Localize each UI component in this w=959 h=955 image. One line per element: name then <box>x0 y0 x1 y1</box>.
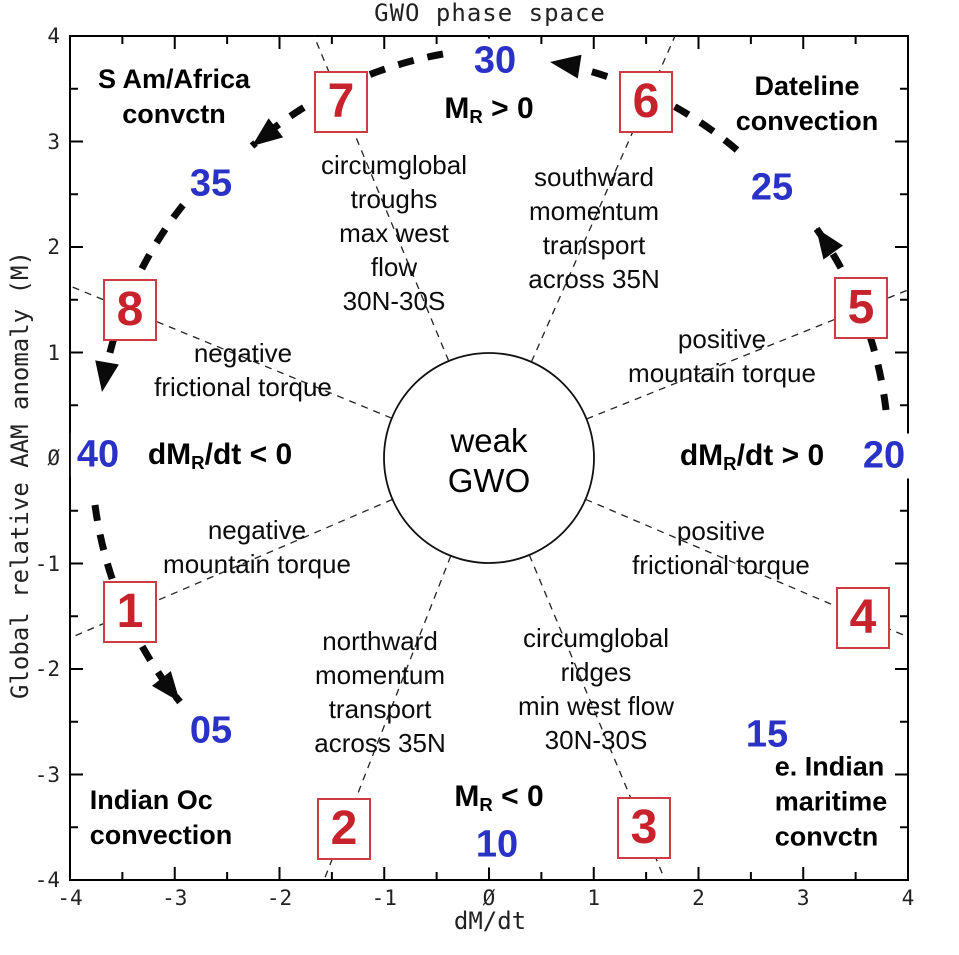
phase-box-5: 5 <box>834 277 888 339</box>
x-tick-label: Ø <box>482 886 496 910</box>
x-tick-label: -2 <box>266 886 293 910</box>
annotation-southward-momentum: southward momentum transport across 35N <box>528 162 660 294</box>
day-label-15: 15 <box>739 712 795 758</box>
label-mr-positive: MR > 0 <box>444 92 534 127</box>
phase-spokes <box>69 35 909 881</box>
day-label-30: 30 <box>467 38 523 84</box>
label-indian-oc-convection: Indian Oc convection <box>89 785 233 850</box>
cond-subscript: R <box>191 451 205 473</box>
phase-number: 7 <box>327 75 355 128</box>
arrow-icon <box>252 118 284 146</box>
orbit-arrowheads <box>95 54 844 702</box>
label-e-indian-maritime-convection: e. Indian maritime convctn <box>774 751 888 852</box>
y-tick-label: -1 <box>34 551 60 576</box>
y-tick-label: 3 <box>47 129 60 154</box>
cond-subscript: R <box>723 452 737 474</box>
cond-text: /dt < 0 <box>204 438 293 471</box>
phase-box-8: 8 <box>103 279 157 341</box>
y-tick-label: -2 <box>34 657 60 681</box>
day-label-25: 25 <box>744 165 800 211</box>
phase-number: 4 <box>849 591 877 644</box>
x-tick-label: 3 <box>796 886 810 910</box>
cond-text: dM <box>147 438 192 471</box>
chart-title: GWO phase space <box>374 0 606 27</box>
label-s-am-africa-convection: S Am/Africa convctn <box>97 64 251 129</box>
annotation-northward-momentum: northward momentum transport across 35N <box>314 626 446 758</box>
annotation-positive-mountain-torque: positive mountain torque <box>628 324 816 388</box>
axis-ticks <box>69 35 909 881</box>
phase-number: 1 <box>116 585 144 638</box>
phase-number: 3 <box>630 801 658 854</box>
x-tick-label: -4 <box>57 886 83 910</box>
arrow-icon <box>95 360 119 392</box>
cond-text: M <box>444 92 470 125</box>
label-mr-negative: MR < 0 <box>454 780 544 815</box>
day-label-40: 40 <box>70 432 126 478</box>
day-label-05: 05 <box>183 708 239 754</box>
phase-box-4: 4 <box>836 587 890 649</box>
annotation-circumglobal-ridges: circumglobal ridges min west flow 30N-30… <box>517 623 675 755</box>
cond-text: M <box>454 780 480 813</box>
phase-number: 2 <box>330 802 358 855</box>
phase-box-7: 7 <box>314 71 368 133</box>
label-dmrdt-positive: dMR/dt > 0 <box>679 439 825 474</box>
arrow-icon <box>816 228 844 260</box>
cond-text: < 0 <box>492 780 544 813</box>
y-tick-label: 1 <box>47 340 60 365</box>
phase-number: 6 <box>632 75 660 128</box>
cond-text: dM <box>679 439 724 472</box>
y-tick-label: 4 <box>47 24 60 48</box>
day-label-10: 10 <box>469 822 525 868</box>
cond-subscript: R <box>479 793 493 815</box>
y-tick-label: -4 <box>34 868 60 892</box>
phase-box-1: 1 <box>103 581 157 643</box>
day-label-35: 35 <box>183 161 239 207</box>
phase-number: 8 <box>116 283 144 336</box>
cond-text: > 0 <box>482 92 534 125</box>
label-dmrdt-negative: dMR/dt < 0 <box>147 438 293 473</box>
annotation-positive-frictional-torque: positive frictional torque <box>632 516 810 580</box>
annotation-circumglobal-troughs: circumglobal troughs max west flow 30N-3… <box>321 150 467 316</box>
phase-box-6: 6 <box>619 71 673 133</box>
weak-gwo-circle <box>383 352 595 564</box>
phase-number: 5 <box>847 281 875 334</box>
x-axis-label: dM/dt <box>453 907 527 935</box>
weak-gwo-label: weak GWO <box>447 422 531 499</box>
label-dateline-convection: Dateline convection <box>735 71 879 136</box>
x-tick-label: -1 <box>371 886 397 910</box>
y-tick-label: 2 <box>47 235 60 259</box>
annotation-negative-frictional-torque: negative frictional torque <box>154 338 332 402</box>
arrow-icon <box>550 54 582 79</box>
y-axis-label: Global relative AAM anomaly (M) <box>6 251 34 699</box>
x-tick-label: -3 <box>162 886 188 910</box>
cond-text: /dt > 0 <box>736 439 825 472</box>
x-tick-label: 1 <box>587 886 601 910</box>
phase-box-2: 2 <box>317 798 371 860</box>
x-tick-label: 4 <box>901 886 915 910</box>
arrow-icon <box>151 671 180 702</box>
day-label-20: 20 <box>856 433 912 479</box>
annotation-negative-mountain-torque: negative mountain torque <box>163 515 351 579</box>
y-tick-label: -3 <box>34 762 60 787</box>
x-tick-label: 2 <box>692 886 705 910</box>
cond-subscript: R <box>469 105 483 127</box>
phase-box-3: 3 <box>617 797 671 859</box>
y-tick-label: Ø <box>47 446 60 470</box>
